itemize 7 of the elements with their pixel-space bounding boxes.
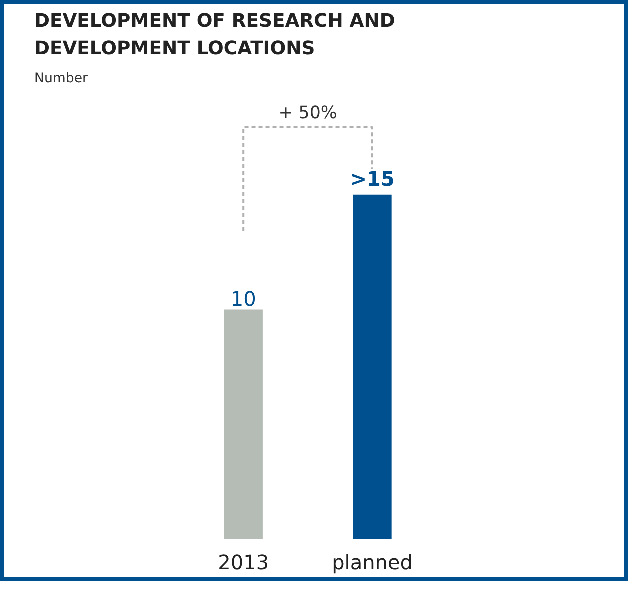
data-label: >15 [350,166,395,191]
text: + 50% [278,103,338,124]
x-tick-label: 2013 [218,550,270,574]
chart-title: DEVELOPMENT OF RESEARCH AND DEVELOPMENT LOCATIONS [34,11,396,60]
data-label: 10 [230,286,256,311]
x-tick-label: planned [332,550,413,574]
text: Number [34,72,89,86]
